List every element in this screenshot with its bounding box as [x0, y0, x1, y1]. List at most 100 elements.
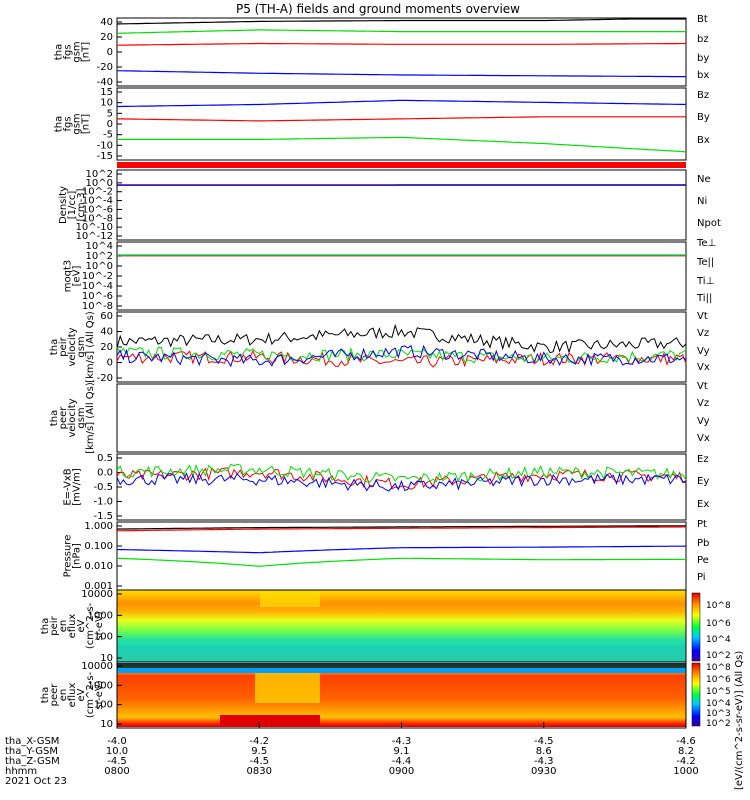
y-axis-label: eflux — [67, 683, 78, 708]
x-axis-rows: -4.010.0-4.50800-4.29.5-4.50830-4.39.1-4… — [104, 722, 699, 777]
x-tick-label: 0900 — [389, 766, 414, 777]
legend-By: By — [697, 112, 710, 123]
y-tick-label: 10^-4 — [82, 196, 113, 207]
ion-spectrogram — [117, 590, 686, 662]
x-tick-label: -4.5 — [107, 756, 127, 767]
orbit-labels: tha_X-GSM tha_Y-GSM tha_Z-GSM hhmm 2021 … — [5, 736, 67, 787]
y-tick-label: 10^-2 — [82, 271, 113, 282]
y-tick-label: 0.010 — [84, 561, 113, 572]
legend-Vy: Vy — [697, 346, 710, 357]
series-line-Pb — [117, 526, 686, 532]
panel-frame — [116, 87, 687, 161]
y-axis-label: [cm-3] — [76, 188, 87, 221]
colorbar-lower — [691, 662, 701, 727]
series-line-Ex — [116, 472, 687, 492]
legend-by: by — [697, 53, 709, 64]
y-axis-label: eV — [76, 619, 87, 632]
series-line-Bz — [117, 116, 686, 122]
y-axis-label: peer — [58, 406, 69, 430]
cb-tick: 10^6 — [706, 675, 731, 685]
x-tick-label: 0930 — [531, 766, 556, 777]
legend-Te⊥: Te⊥ — [696, 238, 716, 249]
legend-Vx: Vx — [697, 433, 710, 444]
y-axis-label: tha — [54, 44, 65, 60]
legend-Ey: Ey — [697, 476, 709, 487]
row-label: tha_X-GSM — [5, 736, 59, 747]
y-tick-label: 1.000 — [84, 521, 113, 532]
series-line-Ez — [116, 467, 687, 490]
y-axis-label: tha — [54, 116, 65, 132]
y-tick-label: 10 — [100, 719, 113, 730]
legend-Te||: Te|| — [696, 257, 714, 268]
y-axis-label: gsm — [76, 407, 87, 428]
x-tick-label: -4.5 — [534, 736, 554, 747]
y-tick-label: 10^4 — [86, 241, 113, 252]
cb-tick: 10^4 — [706, 635, 731, 645]
y-tick-label: -5 — [103, 130, 113, 141]
x-tick-label: 8.2 — [678, 746, 694, 757]
legend-bx: bx — [697, 70, 709, 81]
legend-Bt: Bt — [697, 14, 708, 25]
y-tick-label: 20 — [100, 342, 113, 353]
y-axis-label: Pressure — [63, 535, 74, 578]
cb-tick: 10^3 — [706, 709, 731, 719]
panel-frame — [116, 169, 687, 241]
y-axis-label: [nT] — [81, 114, 92, 134]
y-axis-label: velocity — [67, 398, 78, 437]
x-tick-label: 10.0 — [106, 746, 128, 757]
y-tick-label: 10^-8 — [82, 213, 113, 224]
colorbar-upper-ticks: 10^8 10^6 10^4 10^2 — [706, 601, 731, 661]
cb-tick: 10^2 — [706, 651, 731, 661]
y-tick-label: 0 — [107, 358, 113, 369]
y-tick-label: 10^0 — [86, 178, 113, 189]
x-tick-label: 8.6 — [536, 746, 552, 757]
y-axis-label: [nT] — [81, 42, 92, 62]
y-tick-label: 60 — [100, 311, 113, 322]
y-tick-label: 10^-12 — [76, 231, 113, 242]
y-axis-label: [1/cc] — [67, 191, 78, 220]
y-axis-label: tha — [40, 687, 51, 703]
y-axis-label: gsm — [76, 336, 87, 357]
y-axis-label: [km/s] (All Qs) — [85, 382, 96, 454]
x-tick-label: -4.3 — [534, 756, 554, 767]
y-tick-label: 10 — [100, 98, 113, 109]
legend-Pt: Pt — [697, 519, 707, 530]
cb-tick: 10^6 — [706, 619, 731, 629]
legend-Vt: Vt — [697, 311, 708, 322]
y-axis-label: [mV/m] — [72, 468, 83, 506]
panels: thafgsgsm[nT]40200-20-40Btbzbybxthafgsgs… — [40, 14, 721, 730]
x-tick-label: 9.5 — [251, 746, 267, 757]
electron-spectrogram — [117, 663, 686, 727]
panel-frame — [116, 521, 687, 591]
x-tick-label: 0830 — [247, 766, 272, 777]
y-tick-label: 0.001 — [84, 581, 113, 592]
y-axis-label: eflux — [67, 614, 78, 639]
y-tick-label: 15 — [100, 87, 113, 98]
y-axis-label: [km/s] (All Qs) — [85, 311, 96, 383]
y-tick-label: 10^-8 — [82, 301, 113, 312]
y-axis-label: fgs — [63, 44, 74, 59]
y-axis-label: velocity — [67, 327, 78, 366]
cb-tick: 10^8 — [706, 601, 731, 611]
y-tick-label: 10^2 — [86, 169, 113, 180]
figure-title: P5 (TH-A) fields and ground moments over… — [236, 2, 520, 16]
series-line-Bt — [116, 18, 686, 25]
colorbar-lower-ticks: 10^8 10^6 10^5 10^4 10^3 10^2 — [706, 663, 731, 729]
y-axis-label: (cm^2-s- — [85, 602, 96, 649]
legend-Pb: Pb — [697, 538, 709, 549]
y-axis-label: peer — [49, 683, 60, 707]
y-tick-label: 10^-4 — [82, 281, 113, 292]
colorbar-upper — [691, 592, 701, 662]
cb-tick: 10^4 — [706, 699, 731, 709]
y-tick-label: 0 — [107, 47, 113, 58]
y-tick-label: 0.0 — [97, 468, 113, 479]
y-tick-label: 20 — [100, 32, 113, 43]
legend-Bx: Bx — [697, 135, 710, 146]
series-line-Bx — [117, 99, 687, 108]
legend-Bz: Bz — [697, 90, 709, 101]
series-line-Vx — [116, 344, 687, 368]
y-tick-label: 10^-10 — [76, 222, 113, 233]
legend-Ti||: Ti|| — [696, 293, 712, 304]
x-tick-label: -4.5 — [249, 756, 269, 767]
